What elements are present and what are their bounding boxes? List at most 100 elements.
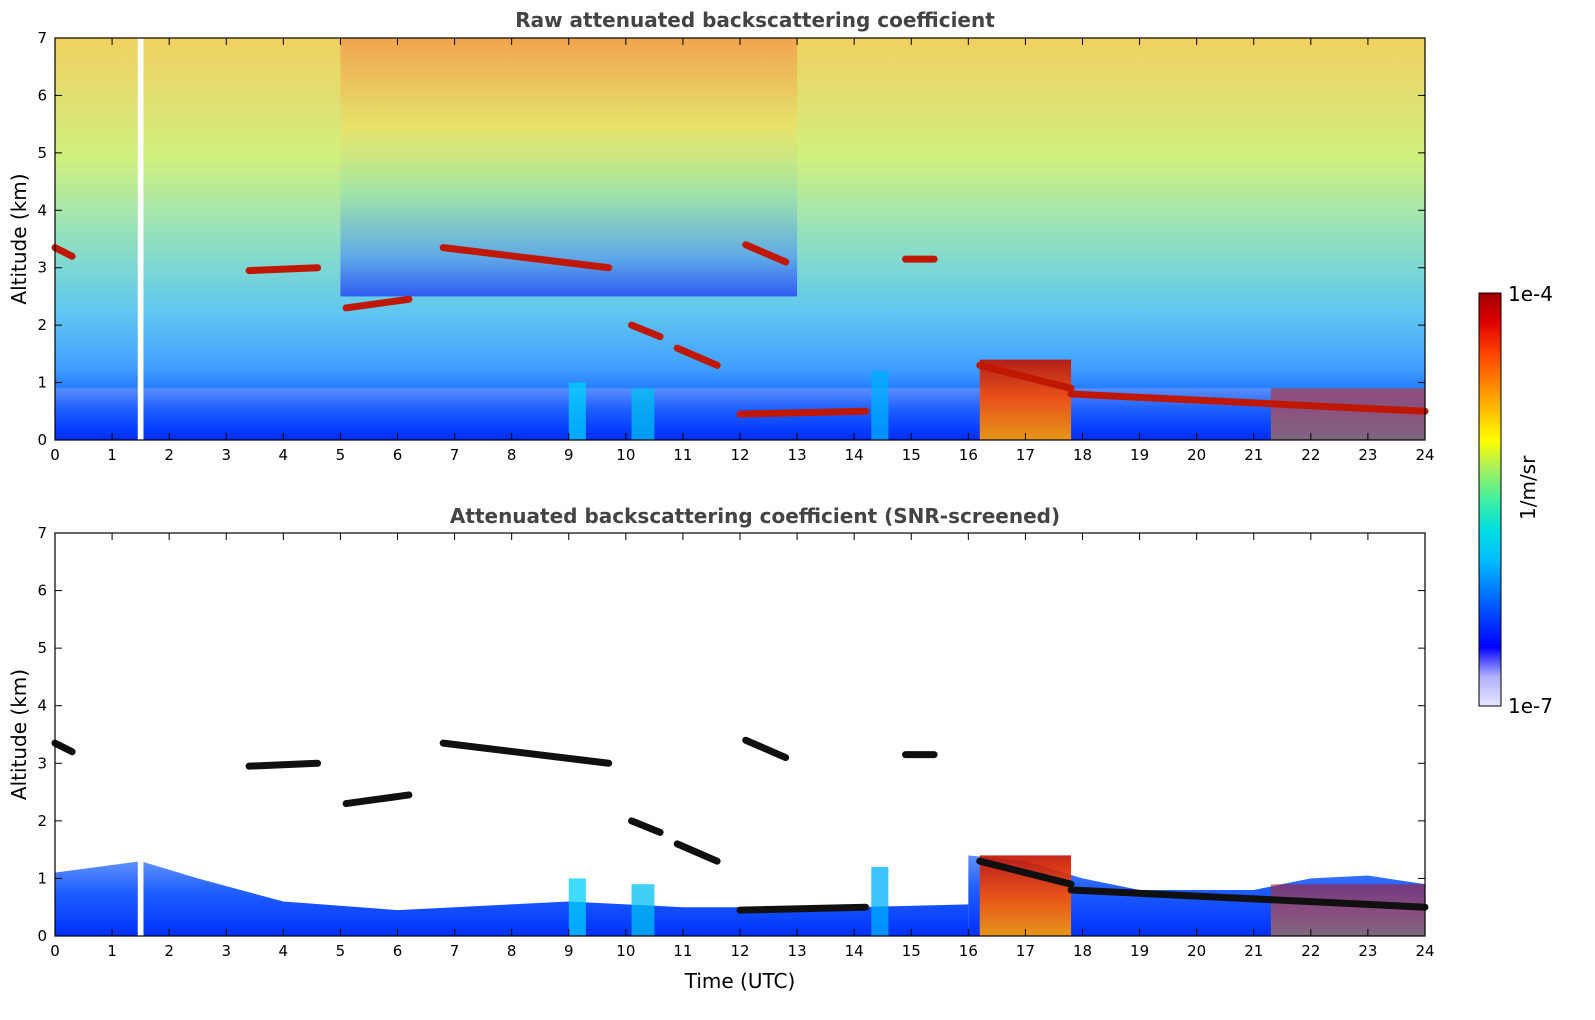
panel1-xtick-label: 1 xyxy=(107,446,117,464)
panel1-xtick-label: 5 xyxy=(336,446,346,464)
panel1-xtick-label: 8 xyxy=(507,446,517,464)
panel2-xtick-label: 4 xyxy=(279,942,289,960)
panel2-xtick-label: 3 xyxy=(221,942,231,960)
panel2-cloud-layer-4 xyxy=(439,739,613,767)
panel1-xtick-label: 15 xyxy=(902,446,921,464)
panel1-ytick-label: 7 xyxy=(37,29,47,47)
panel2-late-plume xyxy=(1270,884,1425,936)
panel2-xtick-label: 14 xyxy=(845,942,864,960)
panel1-xtick-label: 6 xyxy=(393,446,403,464)
panel1-cloud-layer-9 xyxy=(736,407,870,418)
colorbar xyxy=(1478,292,1502,707)
panel2-ylabel: Altitude (km) xyxy=(7,669,31,800)
panel2-xtick-label: 10 xyxy=(616,942,635,960)
panel1-xtick-label: 23 xyxy=(1358,446,1377,464)
panel2-ytick-label: 0 xyxy=(37,927,47,945)
panel2-xtick-label: 24 xyxy=(1415,942,1434,960)
panel2-plume-3 xyxy=(871,866,889,936)
panel2-background xyxy=(55,533,1425,936)
panel1-cloud-layer-11 xyxy=(1067,390,1429,415)
panel2-xtick-label: 22 xyxy=(1301,942,1320,960)
panel2-xtick-label: 13 xyxy=(788,942,807,960)
panel1-cloud-layer-1 xyxy=(51,244,76,260)
panel1-xtick-label: 13 xyxy=(788,446,807,464)
panel2-ytick-label: 6 xyxy=(37,582,47,600)
panel1-xtick-label: 19 xyxy=(1130,446,1149,464)
panel2-cloud-layer-11 xyxy=(1067,886,1429,911)
panel2-xtick-label: 17 xyxy=(1016,942,1035,960)
panel2-xtick-label: 2 xyxy=(164,942,174,960)
panel2-xtick-label: 20 xyxy=(1187,942,1206,960)
panel1-xtick-label: 18 xyxy=(1073,446,1092,464)
panel1-xtick-label: 24 xyxy=(1415,446,1434,464)
panel2-plume-2 xyxy=(631,884,655,936)
panel1-xtick-label: 16 xyxy=(959,446,978,464)
panel2-ytick-label: 1 xyxy=(37,869,47,887)
panel1-cloud-layer-5 xyxy=(628,321,664,341)
panel1-xtick-label: 7 xyxy=(450,446,460,464)
panel1-ytick-label: 2 xyxy=(37,316,47,334)
panel2-ytick-label: 7 xyxy=(37,524,47,542)
panel1-data-gap xyxy=(137,38,144,440)
panel2-ytick-label: 2 xyxy=(37,812,47,830)
panel2-ytick-label: 4 xyxy=(37,697,47,715)
panel1-cloud-layer-6 xyxy=(673,344,721,369)
panel1-ytick-label: 5 xyxy=(37,144,47,162)
panel2-xtick-label: 5 xyxy=(336,942,346,960)
panel1-cloud-layer-4 xyxy=(439,244,613,272)
panel1-cloud-layer-10 xyxy=(976,361,1075,392)
panel1-plot: 0 1 2 3 4 5 6 7 8 9 10 11 12 13 14 15 16 17 18 19 20 21 22 23 24… xyxy=(7,29,1435,464)
panel1-xtick-label: 4 xyxy=(279,446,289,464)
panel2-xtick-label: 15 xyxy=(902,942,921,960)
panel1-ytick-label: 6 xyxy=(37,86,47,104)
panel1-xtick-label: 10 xyxy=(616,446,635,464)
panel2-xtick-label: 23 xyxy=(1358,942,1377,960)
panel2-warm-plume xyxy=(979,855,1072,936)
panel2-xlabel: Time (UTC) xyxy=(684,969,796,993)
panel1-xtick-label: 0 xyxy=(50,446,60,464)
colorbar-min-label: 1e-7 xyxy=(1508,694,1553,718)
panel1-xtick-label: 21 xyxy=(1244,446,1263,464)
panel1-xtick-label: 2 xyxy=(164,446,174,464)
panel2-xtick-label: 12 xyxy=(730,942,749,960)
panel1-midday-noise xyxy=(340,38,798,297)
panel2-xtick-label: 9 xyxy=(564,942,574,960)
panel2-xtick-label: 11 xyxy=(673,942,692,960)
panel1-xtick-label: 9 xyxy=(564,446,574,464)
panel1-xtick-label: 3 xyxy=(221,446,231,464)
panel2-xtick-label: 19 xyxy=(1130,942,1149,960)
panel1-plume-2 xyxy=(631,388,655,440)
panel2-xtick-label: 1 xyxy=(107,942,117,960)
panel2-xtick-label: 18 xyxy=(1073,942,1092,960)
panel2-ytick-label: 5 xyxy=(37,639,47,657)
panel2-cloud-layer-9 xyxy=(736,903,870,914)
panel2-xtick-label: 8 xyxy=(507,942,517,960)
panel1-plume-1 xyxy=(568,382,586,440)
panel2-cloud-layer-2 xyxy=(245,759,322,770)
panel1-ylabel: Altitude (km) xyxy=(7,173,31,304)
panel2-xtick-label: 6 xyxy=(393,942,403,960)
panel2-boundary-layer xyxy=(55,861,969,936)
panel2-cloud-layer-6 xyxy=(673,840,721,865)
panel1-title: Raw attenuated backscattering coefficien… xyxy=(515,8,995,32)
panel1-xtick-label: 22 xyxy=(1301,446,1320,464)
panel1-ytick-label: 0 xyxy=(37,431,47,449)
panel1-cloud-layer-3 xyxy=(342,295,413,312)
colorbar-unit-label: 1/m/sr xyxy=(1516,455,1540,520)
panel2-plot: 0 1 2 3 4 5 6 7 8 9 10 11 12 13 14 15 16 17 18 19 20 21 22 23 24… xyxy=(7,524,1435,993)
panel1-xtick-label: 20 xyxy=(1187,446,1206,464)
panel1-cloud-layer-7 xyxy=(742,241,790,266)
panel2-ytick-label: 3 xyxy=(37,754,47,772)
panel2-plume-1 xyxy=(568,878,586,936)
panel2-xtick-label: 0 xyxy=(50,942,60,960)
panel2-xtick-label: 7 xyxy=(450,942,460,960)
panel2-cloud-layer-1 xyxy=(51,739,76,756)
panel2-cloud-layer-7 xyxy=(742,736,790,762)
panel2-cloud-layer-3 xyxy=(342,791,413,808)
panel1-ytick-label: 4 xyxy=(37,201,47,219)
panel1-xtick-label: 17 xyxy=(1016,446,1035,464)
colorbar-max-label: 1e-4 xyxy=(1508,282,1553,306)
panel2-data-gap xyxy=(137,849,144,936)
panel1-ytick-label: 1 xyxy=(37,374,47,392)
